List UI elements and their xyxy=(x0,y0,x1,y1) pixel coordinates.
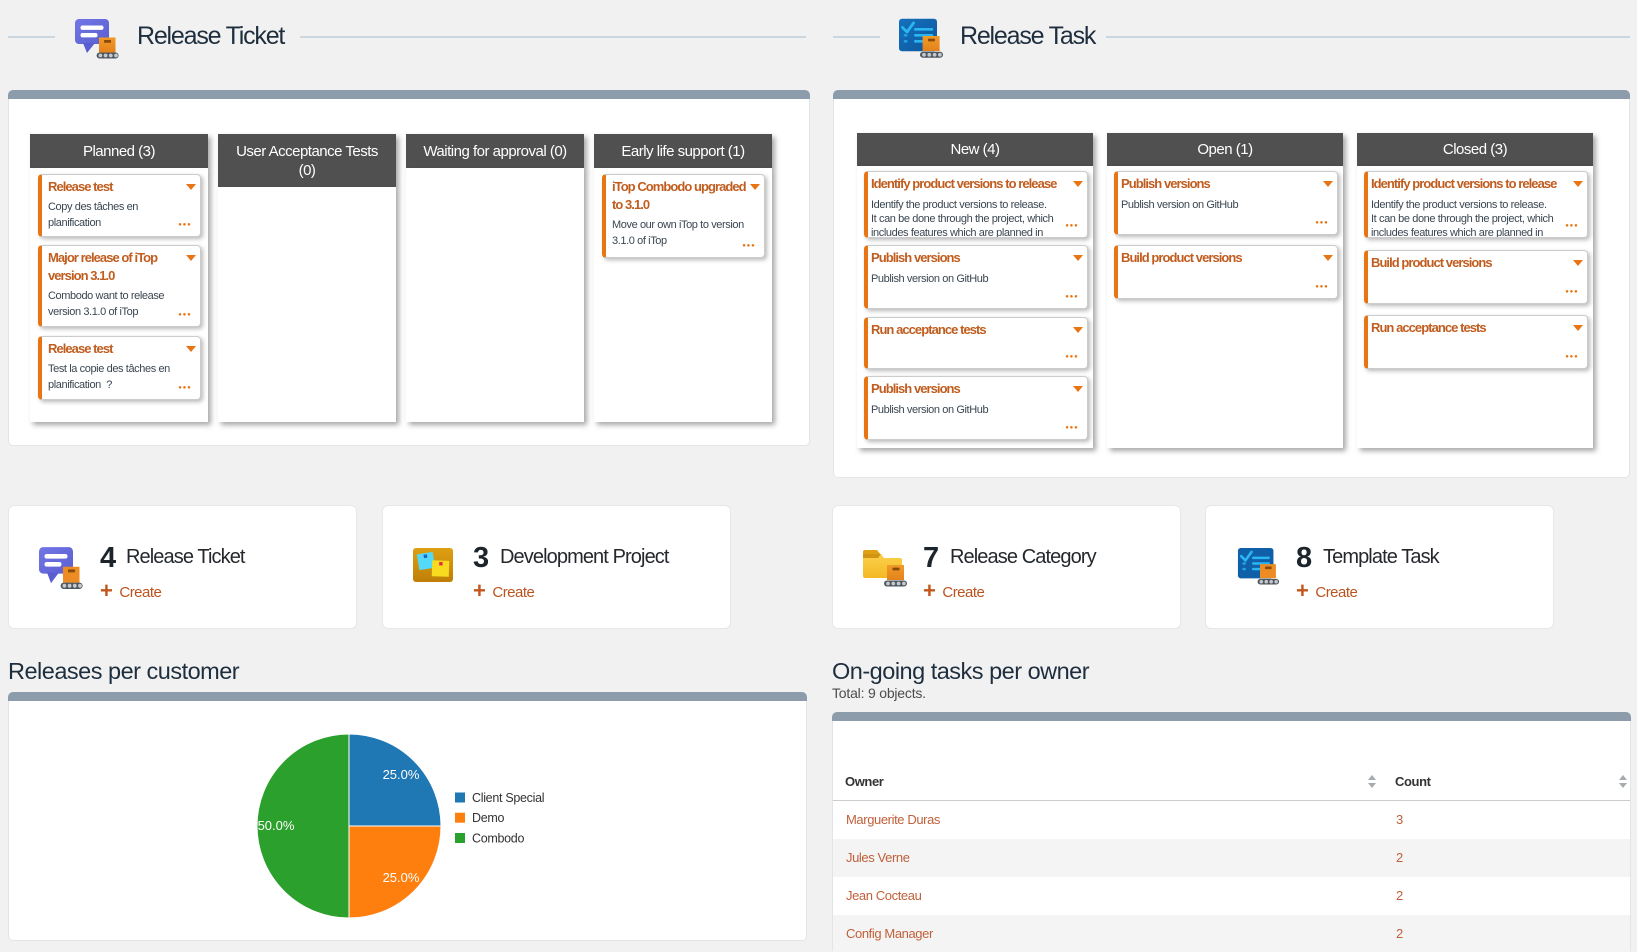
svg-text:50.0%: 50.0% xyxy=(258,818,295,833)
svg-text:25.0%: 25.0% xyxy=(383,767,420,782)
svg-text:Demo: Demo xyxy=(472,811,504,825)
svg-text:Client Special: Client Special xyxy=(472,791,544,805)
svg-text:25.0%: 25.0% xyxy=(383,870,420,885)
svg-text:Combodo: Combodo xyxy=(472,832,524,846)
